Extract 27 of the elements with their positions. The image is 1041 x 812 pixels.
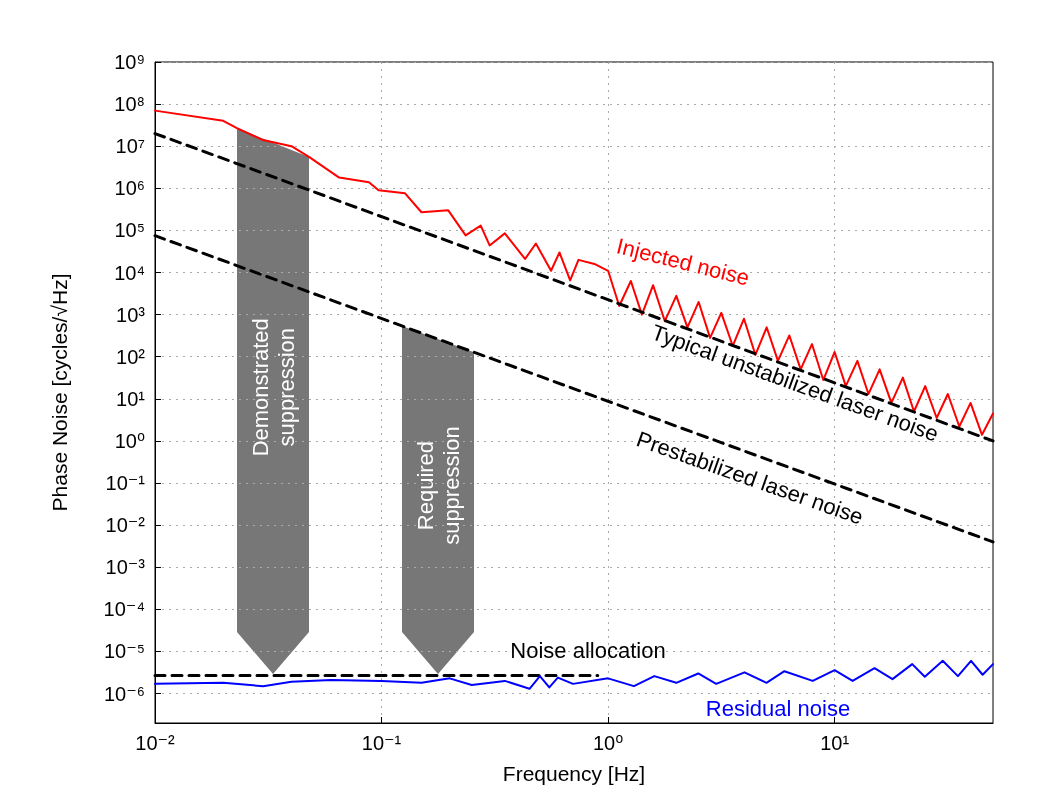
y-tick-label: 10⁻⁴ [103, 598, 145, 621]
x-tick-label: 10⁻² [135, 732, 176, 754]
y-tick-label: 10⁹ [114, 51, 145, 73]
series-label: Residual noise [705, 695, 851, 721]
y-tick-label: 10⁶ [114, 177, 145, 200]
x-tick-label: 10⁻¹ [361, 732, 402, 754]
y-tick-label: 10⁸ [114, 93, 145, 116]
annotation: Demonstrated suppression [247, 318, 299, 457]
series-label: Noise allocation [510, 637, 666, 663]
x-tick-label: 10¹ [820, 732, 850, 754]
x-axis-title: Frequency [Hz] [502, 762, 646, 785]
y-tick-label: 10⁰ [114, 429, 145, 452]
y-tick-label: 10⁷ [115, 135, 145, 158]
y-tick-label: 10⁴ [114, 261, 145, 284]
y-tick-label: 10⁻⁶ [103, 682, 145, 705]
y-tick-label: 10⁻² [105, 514, 146, 537]
y-tick-label: 10⁻³ [105, 556, 146, 579]
x-tick-label: 10⁰ [592, 732, 624, 754]
y-tick-label: 10³ [116, 303, 146, 326]
text: Injected noise [614, 233, 752, 291]
y-tick-label: 10¹ [116, 387, 146, 410]
y-axis-title: Phase Noise [cycles/√Hz] [48, 273, 71, 512]
annotation: Required suppression [412, 426, 464, 545]
y-tick-label: 10⁵ [114, 219, 145, 242]
y-tick-label: 10² [116, 345, 146, 368]
y-tick-label: 10⁻¹ [105, 472, 146, 495]
y-tick-label: 10⁻⁵ [103, 640, 145, 663]
